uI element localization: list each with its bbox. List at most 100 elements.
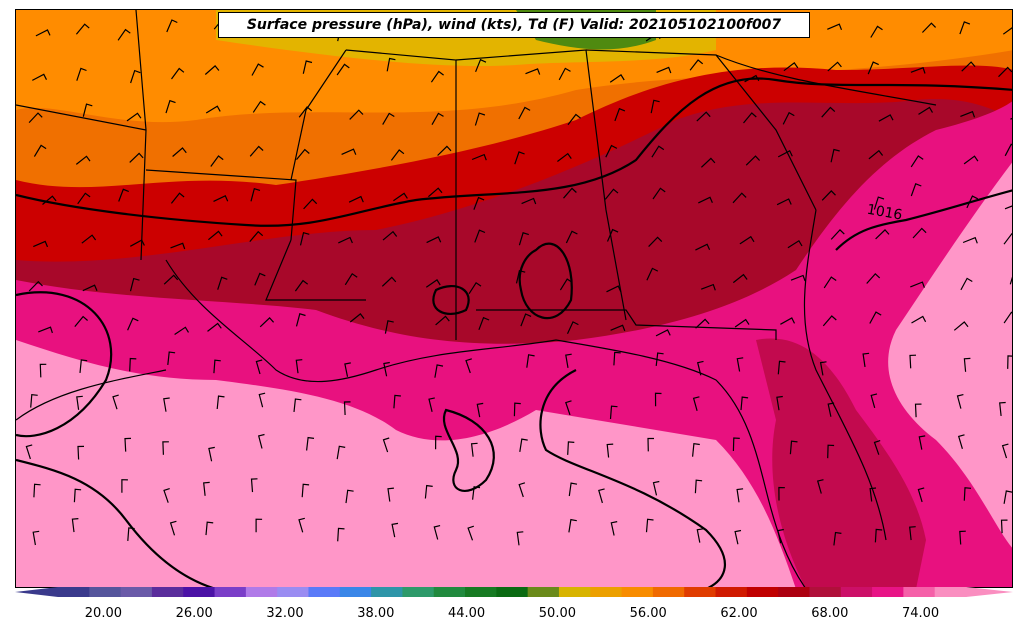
wind-barb — [698, 196, 713, 204]
colorbar-swatch — [465, 587, 497, 597]
wind-barb — [827, 61, 842, 72]
colorbar — [15, 587, 1013, 597]
colorbar-swatch — [903, 587, 936, 597]
wind-barb — [476, 402, 484, 418]
wind-barb — [112, 394, 119, 410]
wind-barb — [696, 528, 704, 543]
wind-barb — [956, 394, 964, 409]
wind-barb — [130, 239, 145, 247]
wind-barb — [32, 530, 40, 546]
wind-barb — [258, 392, 266, 408]
wind-barb — [732, 437, 740, 452]
colorbar-swatch — [151, 587, 184, 597]
colorbar-extend-high — [966, 587, 1013, 597]
wind-barb — [390, 149, 405, 161]
wind-barb — [467, 525, 474, 541]
wind-barb — [598, 488, 605, 504]
wind-barb — [382, 437, 390, 453]
wind-barb — [606, 285, 622, 293]
wind-barb — [338, 236, 353, 244]
wind-barb — [162, 441, 169, 455]
wind-barb — [117, 28, 131, 41]
wind-barb — [652, 187, 666, 200]
colorbar-swatch — [809, 587, 842, 597]
wind-barb — [32, 73, 48, 81]
wind-barb — [301, 483, 310, 498]
wind-barb — [1007, 355, 1012, 369]
wind-barb — [518, 106, 531, 120]
wind-barb — [1003, 232, 1012, 245]
wind-barb — [520, 313, 532, 327]
wind-barb — [166, 19, 178, 33]
wind-barb — [780, 317, 796, 325]
wind-barb — [782, 111, 795, 125]
wind-barb — [526, 354, 535, 368]
wind-barb — [75, 23, 90, 35]
wind-barb — [789, 440, 798, 455]
wind-barb — [208, 446, 215, 462]
wind-barb — [921, 22, 937, 33]
wind-barb — [205, 105, 221, 114]
wind-barb — [386, 57, 396, 72]
wind-barb — [963, 487, 972, 501]
wind-barb — [295, 359, 303, 374]
wind-barb — [79, 359, 88, 373]
colorbar-swatch — [778, 587, 810, 597]
colorbar-swatch — [120, 587, 153, 597]
wind-barb — [516, 531, 524, 546]
wind-barb — [790, 274, 806, 282]
wind-barb — [42, 195, 57, 205]
wind-barb — [382, 112, 395, 125]
wind-barb — [732, 273, 748, 284]
colorbar-swatch — [339, 587, 372, 597]
wind-barb — [873, 196, 885, 210]
wind-barb — [821, 106, 836, 118]
wind-barb — [827, 402, 835, 417]
wind-barb — [345, 489, 354, 504]
wind-barb — [743, 112, 757, 124]
wind-barb — [557, 152, 572, 162]
wind-barb — [518, 232, 529, 246]
wind-barb — [565, 230, 578, 244]
wind-barb — [911, 315, 927, 324]
wind-barb — [82, 103, 93, 117]
wind-barb — [118, 188, 130, 202]
colorbar-swatch — [245, 587, 278, 597]
wind-barb — [121, 479, 128, 493]
wind-barb — [1003, 311, 1012, 324]
wind-barb — [961, 61, 976, 72]
wind-barb — [614, 107, 626, 122]
wind-barb — [963, 357, 971, 372]
wind-barb — [167, 351, 176, 365]
wind-barb — [917, 487, 925, 503]
wind-barb — [30, 394, 38, 408]
wind-barb — [776, 198, 792, 206]
wind-barb — [306, 436, 315, 451]
wind-barb — [170, 192, 185, 204]
wind-barb — [77, 445, 85, 460]
wind-barb — [604, 188, 619, 200]
wind-barb — [736, 488, 744, 503]
wind-barb — [821, 190, 836, 201]
state-boundaries — [16, 10, 937, 587]
wind-barb — [303, 198, 318, 210]
colorbar-tick-label: 32.00 — [266, 606, 304, 621]
wind-barb — [81, 234, 97, 244]
wind-barb — [960, 277, 973, 291]
wind-barb — [910, 281, 925, 288]
wind-barb — [382, 230, 398, 241]
wind-barb — [130, 69, 141, 84]
wind-barb — [28, 112, 43, 124]
wind-barb — [830, 148, 840, 163]
wind-barb — [163, 274, 179, 285]
wind-barb — [648, 236, 663, 248]
colorbar-swatch — [872, 587, 904, 597]
wind-barb — [431, 112, 444, 125]
colorbar-swatch — [371, 587, 403, 597]
wind-barb — [1009, 276, 1012, 285]
wind-barb — [734, 318, 750, 328]
wind-barb — [700, 283, 716, 291]
wind-barb — [566, 321, 579, 334]
wind-barb — [862, 352, 870, 367]
wind-barb — [778, 486, 785, 501]
